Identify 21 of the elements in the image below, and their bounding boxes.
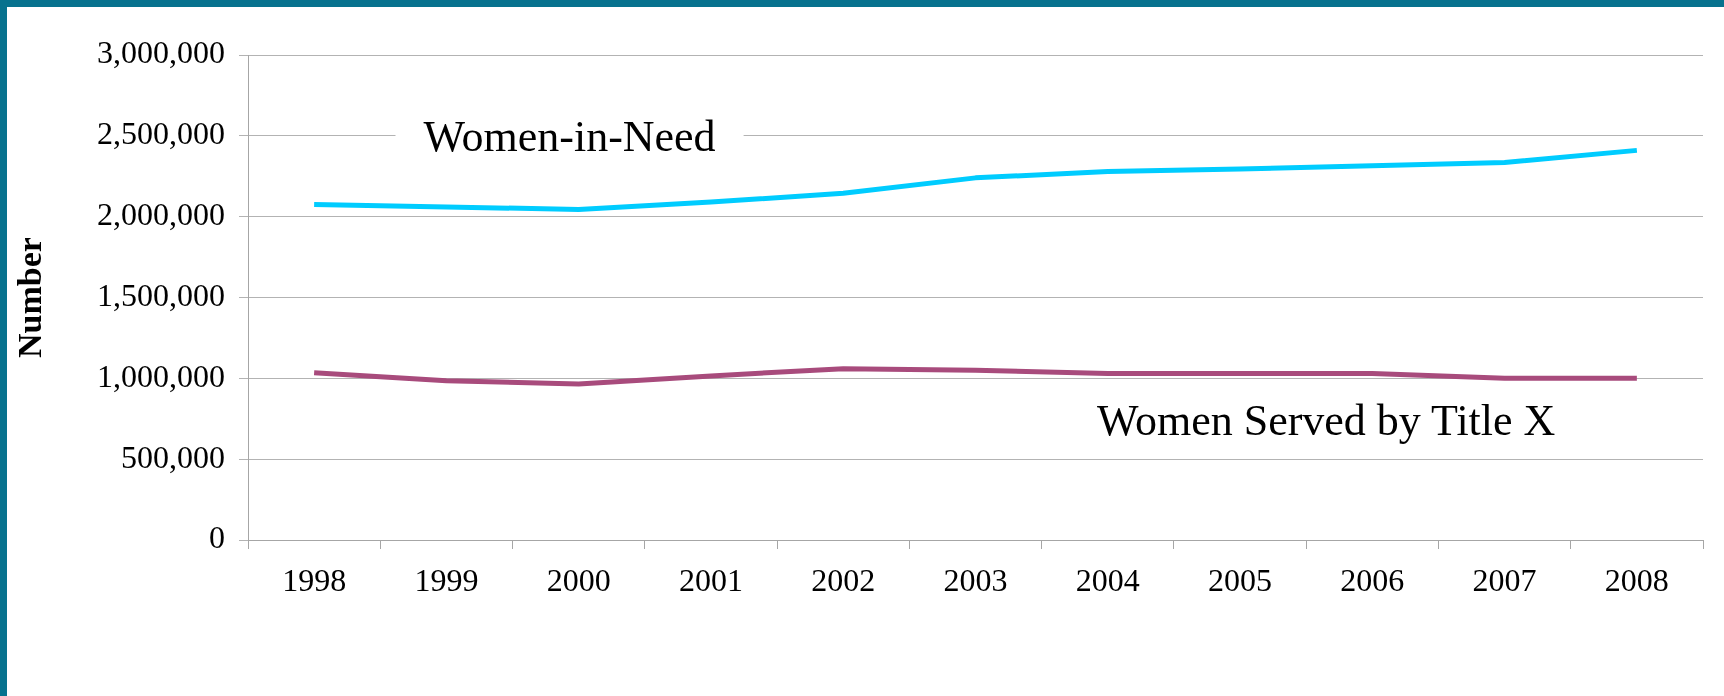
y-tick-label: 1,000,000 [97,357,225,394]
x-tick-label: 1998 [282,561,347,598]
x-tick-label: 2006 [1340,561,1405,598]
y-tick-label: 0 [209,519,225,556]
x-tick-label: 2003 [943,561,1008,598]
x-tick-label: 2002 [811,561,876,598]
y-tick-label: 2,000,000 [97,196,225,233]
series-label: Women Served by Title X [1096,396,1556,446]
x-tick-label: 1999 [414,561,479,598]
x-tick-label: 2004 [1075,561,1140,598]
y-axis-title: Number [11,237,49,358]
x-tick-label: 2005 [1208,561,1273,598]
series-label: Women-in-Need [423,111,716,161]
x-tick-label: 2000 [546,561,611,598]
x-tick-label: 2001 [678,561,743,598]
y-tick-label: 3,000,000 [97,34,225,71]
x-tick-label: 2008 [1604,561,1669,598]
y-tick-label: 1,500,000 [97,276,225,313]
x-tick-label: 2007 [1472,561,1537,598]
y-tick-label: 500,000 [121,438,225,475]
y-tick-label: 2,500,000 [97,115,225,152]
